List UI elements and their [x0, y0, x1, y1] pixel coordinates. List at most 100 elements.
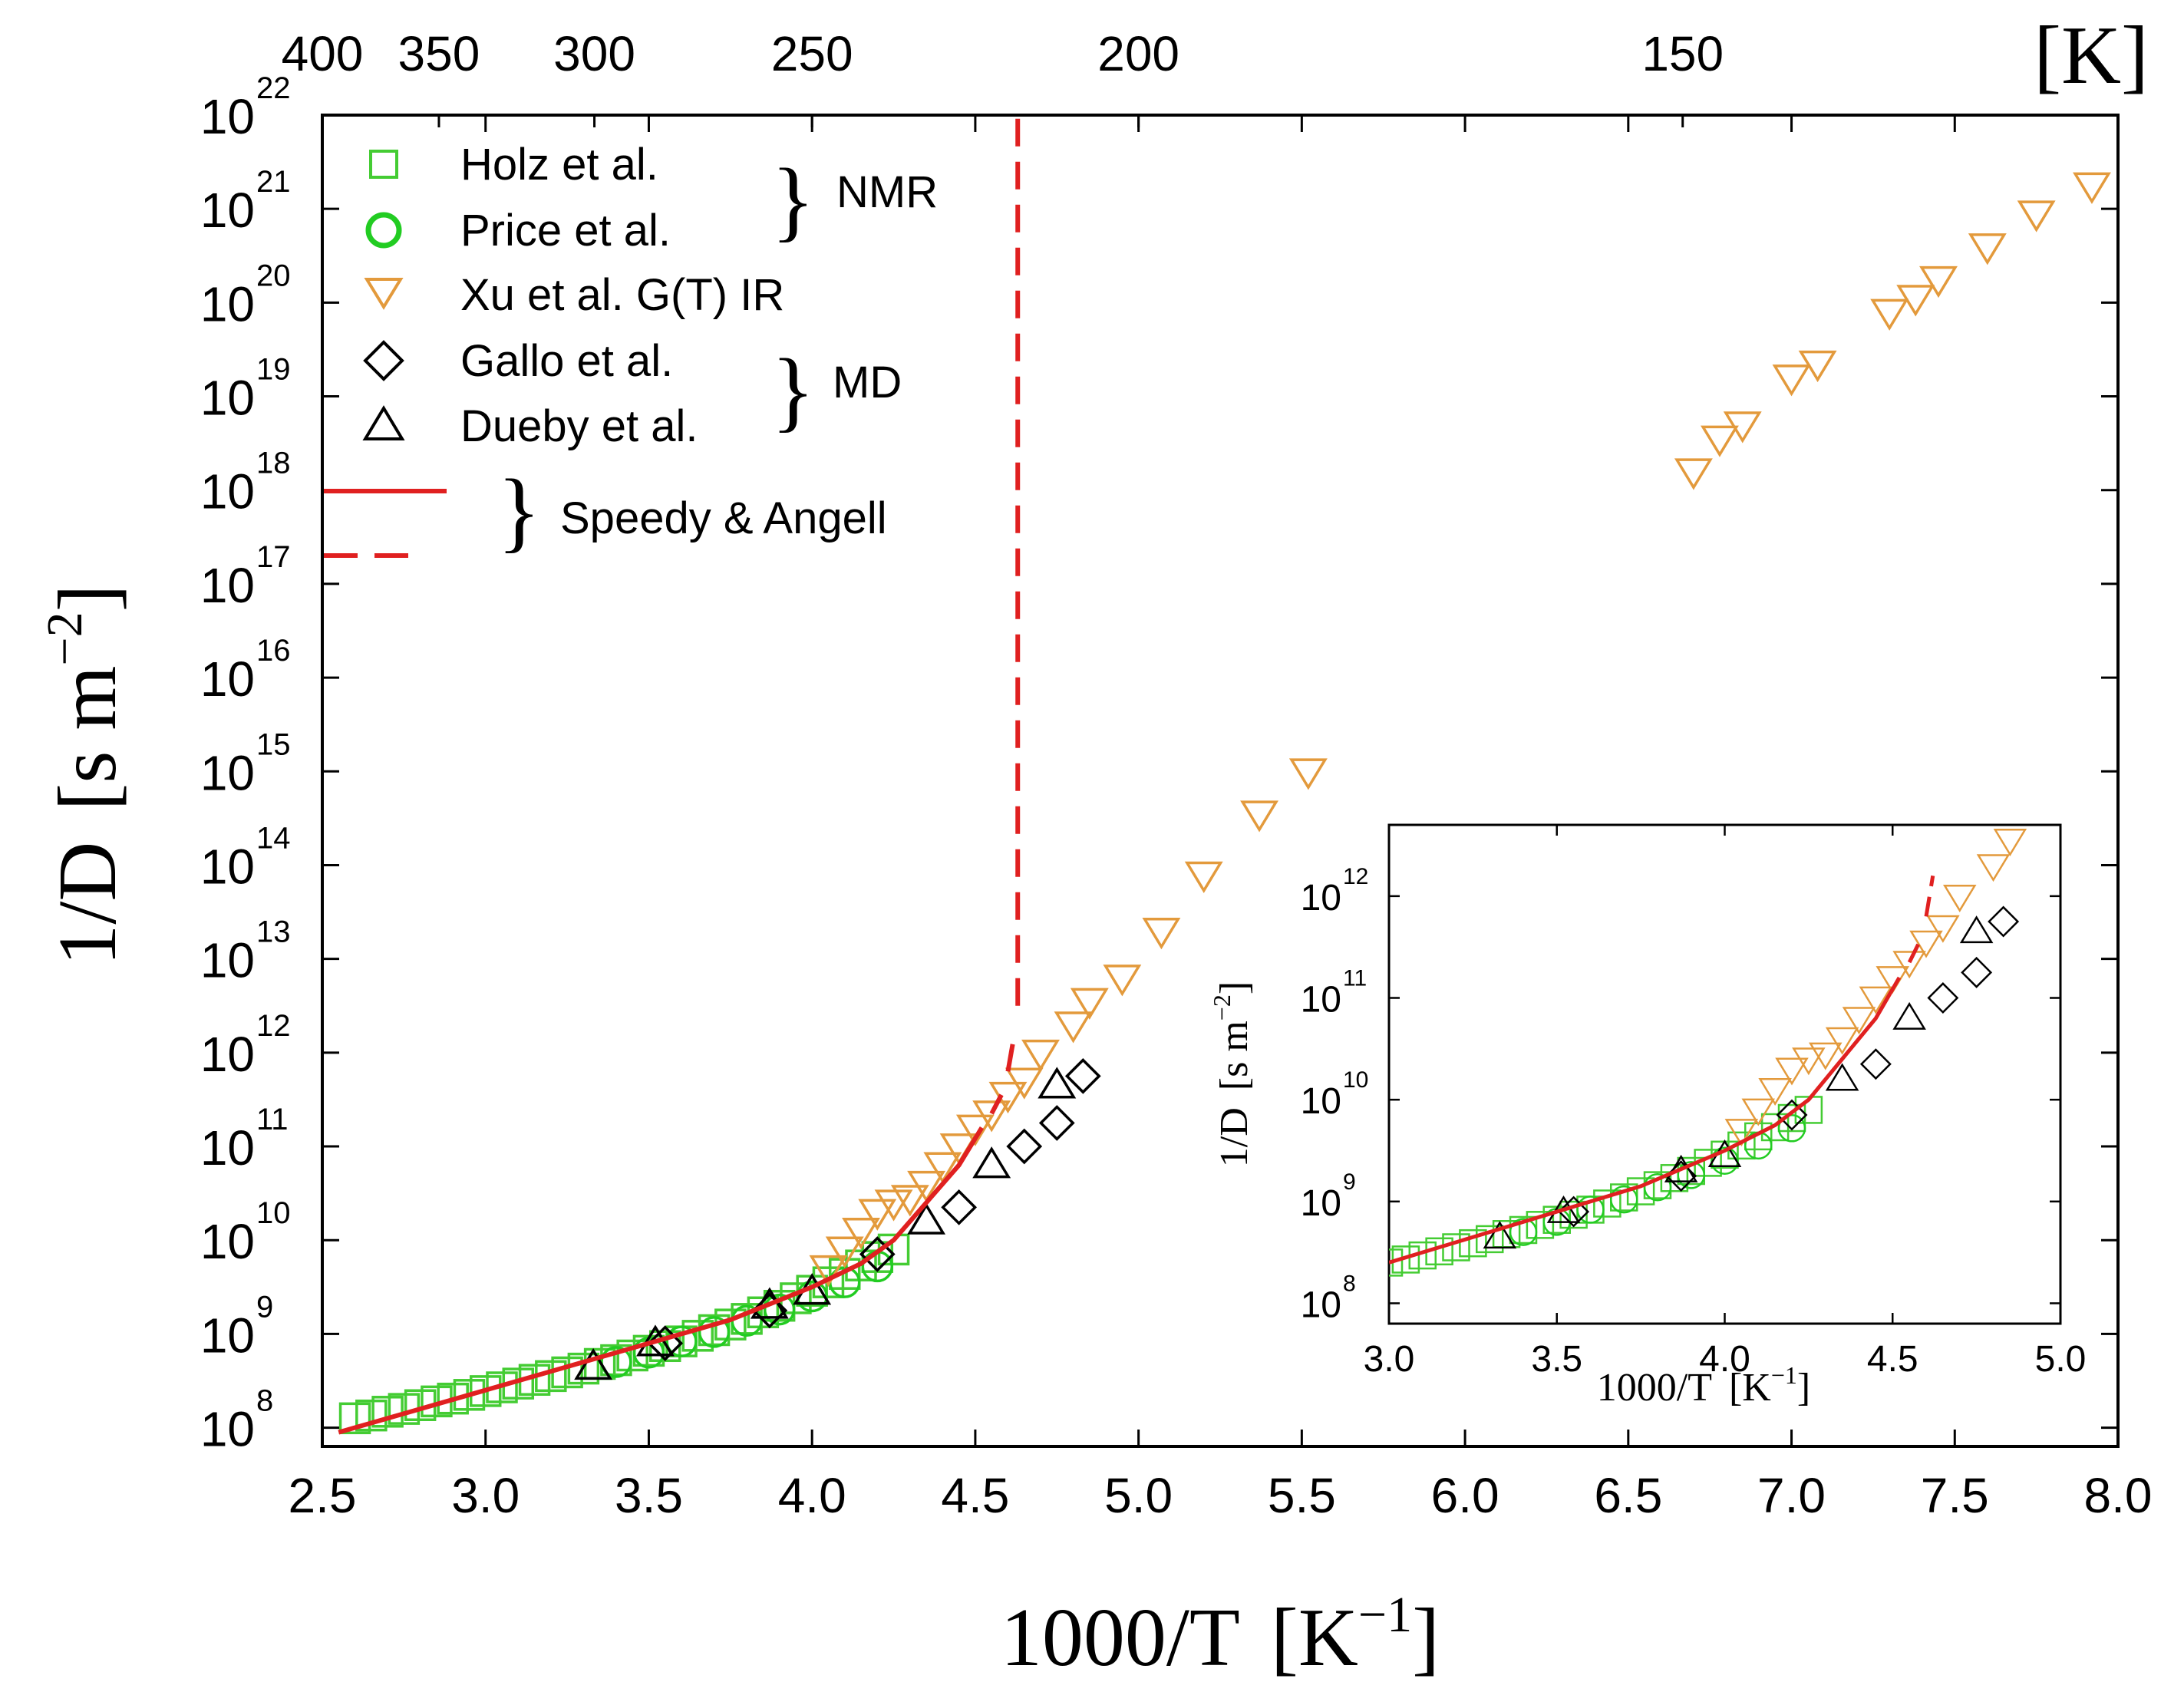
y-tick-label-1: 10: [200, 1308, 255, 1363]
x-axis-label-main: 1000/T: [1001, 1592, 1240, 1684]
y-tick-exponent-10: 18: [256, 447, 291, 480]
point-dueby-2: [1664, 1154, 1698, 1182]
main-axes: 2.5 3.0 3.5 4.0 4.5 5.0 5.5 6.0 6.5 7.0 7.5 8.01081…: [200, 26, 2153, 1523]
y-tick-exponent-2: 10: [1343, 1067, 1368, 1093]
point-holz-0: [338, 1402, 371, 1435]
x-tick-label-7: 6.0: [1431, 1468, 1499, 1523]
y-tick-exponent-9: 17: [256, 540, 291, 574]
y-tick-label-3: 10: [200, 1120, 255, 1176]
y-tick-exponent-6: 14: [256, 821, 291, 855]
point-xu-27: [1896, 285, 1935, 317]
top-axis-unit-label: [K]: [2034, 10, 2149, 101]
point-xu-0: [809, 1255, 848, 1288]
point-price-2: [1576, 1195, 1605, 1224]
x-tick-label-10: 7.5: [1921, 1468, 1989, 1523]
main-plot-area: [321, 114, 2120, 1448]
x-axis-label-unit-exp: −1: [1358, 1587, 1412, 1643]
point-holz-6: [1476, 1225, 1504, 1254]
point-xu-3: [858, 1199, 897, 1231]
point-gallo-5: [1038, 1105, 1075, 1141]
point-xu-6: [1825, 1027, 1859, 1055]
y-tick-exponent-7: 15: [256, 727, 291, 761]
top-tick-label-3: 250: [771, 26, 853, 81]
legend-marker-holz: [369, 150, 398, 179]
point-xu-5: [890, 1185, 929, 1217]
y-tick-exponent-14: 22: [256, 71, 291, 105]
legend-label-holz: Holz et al.: [460, 140, 658, 190]
inset-y-axis-label-unit-close: ]: [1212, 981, 1256, 994]
point-dueby-6: [1959, 915, 1994, 944]
point-xu-2: [1758, 1078, 1792, 1106]
point-holz-13: [1593, 1189, 1622, 1218]
legend: Holz et al. Price et al. Xu et al. G(T) …: [324, 140, 938, 561]
y-tick-label-1: 10: [1301, 1183, 1341, 1224]
x-tick-label-1: 3.5: [1531, 1339, 1582, 1380]
point-xu-19: [1240, 800, 1279, 833]
inset-x-axis-label-unit: [K: [1729, 1366, 1771, 1410]
y-axis-label-unit-exp: −2: [37, 612, 93, 665]
series-line-speedy-dashed-0: [1907, 941, 1922, 964]
point-xu-15: [1070, 988, 1109, 1020]
y-tick-label-3: 10: [1301, 980, 1341, 1021]
point-xu-9: [955, 1114, 995, 1146]
y-tick-label-12: 10: [200, 276, 255, 331]
y-tick-exponent-3: 11: [1343, 966, 1367, 991]
series-line-speedy-solid: [1389, 976, 1902, 1265]
point-dueby-1: [1546, 1195, 1581, 1223]
legend-label-xu: Xu et al. G(T) IR: [460, 270, 784, 320]
legend-label-price: Price et al.: [460, 206, 671, 256]
legend-marker-price: [365, 212, 402, 249]
point-holz-9: [1526, 1211, 1555, 1239]
point-price-6: [1711, 1146, 1739, 1176]
point-gallo-2: [1776, 1099, 1808, 1131]
x-tick-label-2: 3.5: [615, 1468, 683, 1523]
top-tick-label-2: 300: [553, 26, 635, 81]
x-tick-label-0: 3.0: [1364, 1339, 1415, 1380]
x-tick-label-2: 4.0: [1699, 1339, 1750, 1380]
point-holz-21: [1727, 1131, 1756, 1160]
y-tick-exponent-2: 10: [256, 1196, 291, 1230]
point-xu-1: [825, 1236, 864, 1268]
y-tick-label-4: 10: [200, 1027, 255, 1082]
legend-brace-md: }: [771, 340, 815, 440]
y-tick-exponent-1: 9: [1343, 1169, 1356, 1195]
main-marks: [338, 115, 2111, 1435]
y-tick-label-10: 10: [200, 464, 255, 519]
top-tick-label-4: 200: [1097, 26, 1179, 81]
point-xu-7: [923, 1152, 962, 1184]
y-tick-exponent-3: 11: [256, 1103, 289, 1136]
point-xu-13: [1942, 885, 1977, 912]
point-gallo-2: [859, 1236, 896, 1272]
series-line-speedy-solid: [338, 1126, 984, 1435]
point-price-5: [763, 1293, 796, 1326]
inset-x-axis-label: 1000/T [K−1]: [1597, 1361, 1810, 1410]
y-axis-label-unit: [s m: [42, 666, 134, 811]
point-dueby-5: [972, 1146, 1011, 1179]
legend-label-gallo: Gallo et al.: [460, 336, 673, 386]
point-gallo-4: [1006, 1128, 1043, 1165]
point-xu-4: [1792, 1047, 1826, 1076]
point-xu-20: [1288, 758, 1328, 790]
point-price-3: [698, 1316, 731, 1348]
point-dueby-2: [750, 1287, 789, 1319]
y-tick-label-7: 10: [200, 745, 255, 800]
legend-label-dueby: Dueby et al.: [460, 401, 698, 451]
point-xu-14: [1976, 854, 2011, 882]
point-gallo-6: [1064, 1058, 1101, 1094]
point-holz-5: [1459, 1228, 1487, 1258]
y-axis-label-unit-close: ]: [42, 584, 134, 612]
point-dueby-4: [1825, 1063, 1859, 1091]
point-xu-30: [2017, 200, 2056, 232]
point-xu-16: [1103, 965, 1142, 997]
inset-y-axis-label-main: 1/D: [1212, 1107, 1256, 1167]
point-xu-15: [1993, 829, 2027, 857]
point-xu-12: [1926, 915, 1960, 943]
y-tick-label-2: 10: [200, 1214, 255, 1269]
legend-marker-gallo: [363, 340, 404, 381]
inset-marks: [1389, 829, 2027, 1277]
x-axis-label: 1000/T [K−1]: [1001, 1587, 1440, 1684]
point-gallo-5: [1961, 956, 1993, 988]
point-price-3: [1610, 1185, 1638, 1214]
